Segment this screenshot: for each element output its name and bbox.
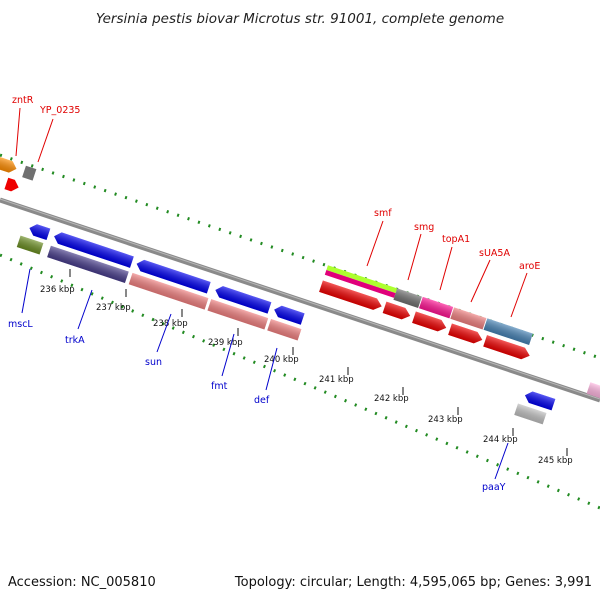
- leader-line: [156, 313, 172, 353]
- gene-label-aroE: aroE: [519, 261, 540, 272]
- gene-label-sun: sun: [145, 357, 162, 368]
- scale-ticks: [69, 269, 568, 456]
- tick-label: 241 kbp: [319, 375, 354, 385]
- tick-label: 239 kbp: [208, 338, 243, 348]
- tick-label: 238 kbp: [153, 319, 188, 329]
- top-right-features: [319, 265, 533, 360]
- gene-block-red: [412, 311, 447, 332]
- inner-dotted-ring: [0, 253, 600, 510]
- gene-label-smf: smf: [374, 208, 392, 219]
- gene-block-blue: [29, 224, 51, 241]
- gene-block-blue: [54, 232, 134, 268]
- leader-line: [366, 220, 384, 267]
- gene-block-gray: [393, 288, 422, 308]
- gene-label-smg: smg: [414, 222, 434, 233]
- gene-block-magenta: [324, 270, 396, 298]
- gene-block-silver: [514, 403, 547, 425]
- leader-line: [439, 246, 453, 291]
- gene-block-salmon: [207, 299, 269, 330]
- tick-label: 243 kbp: [428, 415, 463, 425]
- tick-label: 244 kbp: [483, 435, 518, 445]
- gene-label-zntR: zntR: [12, 95, 34, 106]
- leader-line: [407, 233, 422, 281]
- leader-line: [510, 272, 528, 318]
- gene-label-fmt: fmt: [211, 381, 228, 392]
- gene-label-paaY: paaY: [482, 482, 506, 493]
- gene-block-red: [0, 167, 2, 187]
- feature-track: [0, 154, 600, 425]
- tick-label: 245 kbp: [538, 456, 573, 466]
- top-left-features: [0, 154, 37, 192]
- genome-summary-text: Topology: circular; Length: 4,595,065 bp…: [234, 575, 592, 590]
- gene-block-lime: [326, 265, 398, 294]
- tick-label: 240 kbp: [264, 355, 299, 365]
- leader-line: [221, 333, 235, 377]
- gene-block-blue: [524, 391, 556, 411]
- tick-label: 237 kbp: [96, 303, 131, 313]
- gene-block-salmon: [128, 272, 209, 310]
- leader-line: [15, 107, 21, 157]
- accession-text: Accession: NC_005810: [8, 575, 156, 590]
- gene-label-mscL: mscL: [8, 319, 33, 330]
- leader-line: [37, 118, 54, 163]
- gene-block-blue: [215, 286, 272, 314]
- gene-block-orange: [0, 154, 17, 173]
- gene-block-blue: [136, 259, 211, 294]
- gene-label-sUA5A: sUA5A: [479, 248, 510, 259]
- gene-block-gray: [22, 165, 37, 181]
- gene-block-red: [319, 280, 382, 310]
- gene-block-red: [448, 323, 483, 344]
- gene-label-topA1: topA1: [442, 234, 470, 245]
- gene-block-red: [4, 177, 19, 192]
- tick-label: 236 kbp: [40, 285, 75, 295]
- gene-block-blue: [274, 305, 305, 325]
- leader-line: [77, 289, 93, 330]
- gene-leader-lines: [15, 107, 528, 480]
- gene-label-YP_0235: YP_0235: [39, 105, 80, 116]
- gene-block-salmon: [450, 307, 487, 330]
- leader-line: [265, 347, 278, 391]
- map-title: Yersinia pestis biovar Microtus str. 910…: [96, 11, 504, 27]
- gene-block-slate: [47, 245, 129, 284]
- tick-label: 242 kbp: [374, 394, 409, 404]
- bottom-left-features: [16, 224, 305, 341]
- genome-backbone-highlight: [0, 198, 600, 400]
- gene-block-red: [382, 301, 411, 320]
- leader-line: [470, 259, 491, 303]
- genome-backbone: [0, 197, 600, 403]
- gene-block-olive: [16, 235, 44, 255]
- gene-label-def: def: [254, 395, 270, 406]
- gene-block-salmon: [267, 319, 302, 341]
- gene-label-trkA: trkA: [65, 335, 85, 346]
- far-right-features: [514, 382, 600, 425]
- gene-block-steelblue: [483, 318, 533, 345]
- gene-block-red: [483, 335, 530, 360]
- gene-block-deeppink: [419, 296, 454, 319]
- leader-line: [494, 442, 509, 480]
- leader-line: [21, 268, 31, 314]
